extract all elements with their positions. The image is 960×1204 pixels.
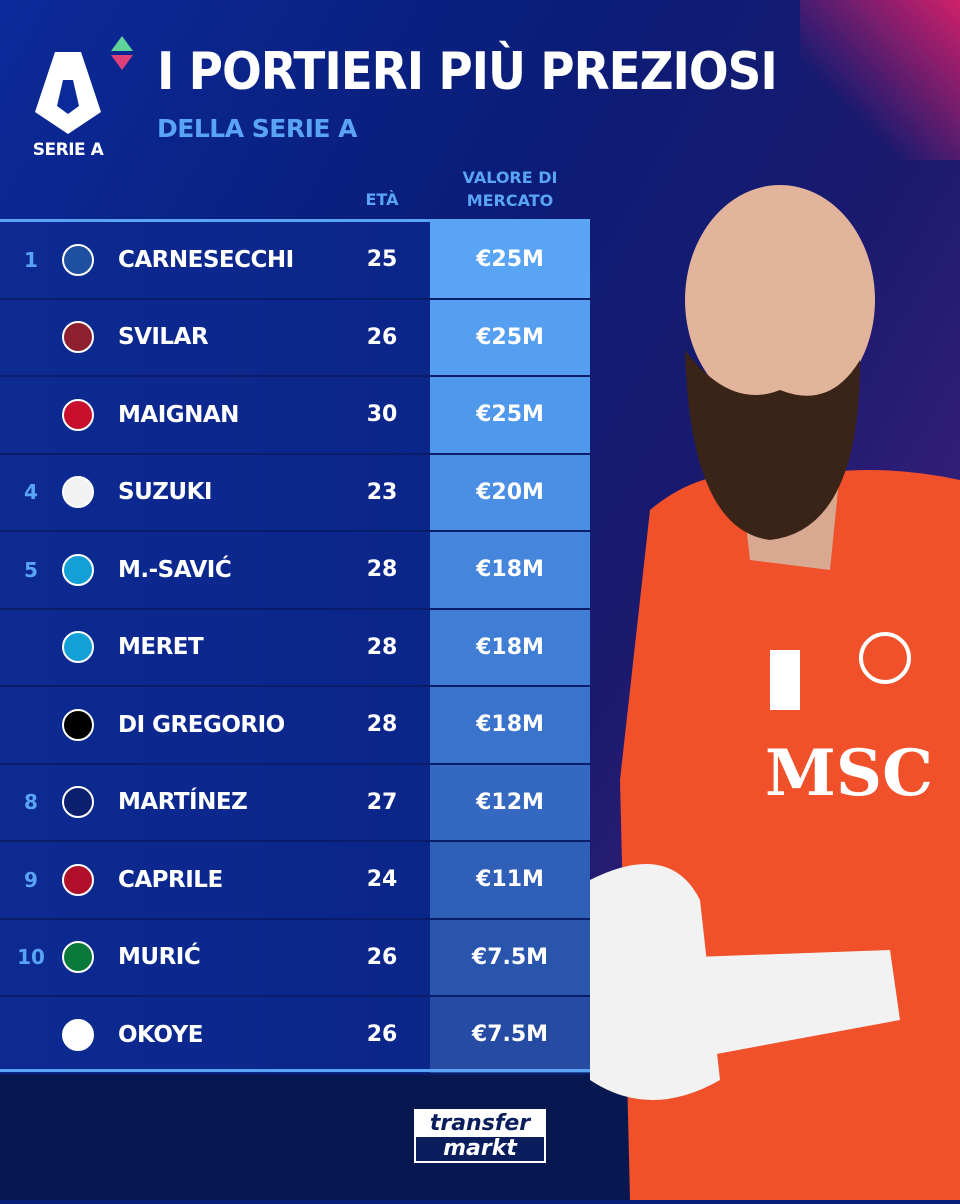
market-value: €20M [430, 454, 590, 530]
player-name: CAPRILE [118, 866, 223, 893]
market-value: €7.5M [430, 997, 590, 1073]
player-age: 28 [366, 557, 398, 583]
player-name: MARTÍNEZ [118, 789, 248, 816]
table-top-divider [0, 219, 590, 222]
club-crest-icon [62, 398, 94, 431]
table-bottom-divider [0, 1069, 590, 1072]
column-header-value: VALORE DI MERCATO [430, 166, 590, 212]
transfermarkt-logo: transfer markt [414, 1109, 546, 1163]
club-crest-icon [62, 941, 94, 974]
table-row: MAIGNAN 30 €25M [0, 377, 590, 455]
transfermarkt-logo-line2: markt [443, 1136, 517, 1161]
table-row: 5 M.-SAVIĆ 28 €18M [0, 532, 590, 610]
player-age: 26 [366, 944, 398, 970]
market-value: €18M [430, 687, 590, 763]
table-row: DI GREGORIO 28 €18M [0, 687, 590, 765]
rank: 8 [24, 790, 38, 815]
background-accent-pink [800, 0, 960, 160]
club-crest-icon [62, 243, 94, 276]
column-header-age: ETÀ [365, 190, 399, 209]
player-photo: MSC [590, 180, 960, 1200]
ranking-table: 1 CARNESECCHI 25 €25M SVILAR 26 €25M MAI… [0, 222, 590, 1075]
rank: 10 [17, 945, 45, 970]
player-name: SVILAR [118, 324, 209, 351]
svg-text:MSC: MSC [765, 736, 933, 811]
player-name: CARNESECCHI [118, 246, 294, 273]
player-name: SUZUKI [118, 479, 212, 506]
table-row: 10 MURIĆ 26 €7.5M [0, 919, 590, 997]
player-age: 25 [366, 247, 398, 273]
serie-a-logo: SERIE A [28, 50, 108, 160]
rank: 9 [24, 867, 38, 892]
player-age: 30 [366, 402, 398, 428]
table-row: 8 MARTÍNEZ 27 €12M [0, 764, 590, 842]
club-crest-icon [62, 476, 94, 509]
player-age: 27 [366, 789, 398, 815]
player-name: MAIGNAN [118, 401, 239, 428]
club-crest-icon [62, 321, 94, 354]
club-crest-icon [62, 863, 94, 896]
player-name: MURIĆ [118, 944, 201, 971]
page-title: I PORTIERI PIÙ PREZIOSI [157, 42, 778, 102]
player-age: 23 [366, 479, 398, 505]
transfermarkt-logo-line1: transfer [416, 1111, 544, 1137]
rank: 5 [24, 557, 38, 582]
market-value: €18M [430, 609, 590, 685]
table-row: SVILAR 26 €25M [0, 299, 590, 377]
table-row: 4 SUZUKI 23 €20M [0, 454, 590, 532]
serie-a-logo-text: SERIE A [32, 140, 104, 160]
market-value: €25M [430, 299, 590, 375]
club-crest-icon [62, 1018, 94, 1051]
player-name: DI GREGORIO [118, 711, 285, 738]
table-row: MERET 28 €18M [0, 609, 590, 687]
rank: 4 [24, 480, 38, 505]
page-subtitle: DELLA SERIE A [157, 114, 358, 143]
table-row: OKOYE 26 €7.5M [0, 997, 590, 1075]
market-value: €11M [430, 842, 590, 918]
market-value: €25M [430, 377, 590, 453]
player-name: MERET [118, 634, 204, 661]
market-value: €7.5M [430, 919, 590, 995]
club-crest-icon [62, 708, 94, 741]
serie-a-logo-icon [35, 52, 101, 134]
market-value: €12M [430, 764, 590, 840]
player-age: 28 [366, 712, 398, 738]
player-age: 28 [366, 634, 398, 660]
column-header-value-line1: VALORE DI [462, 168, 558, 187]
column-header-value-line2: MERCATO [466, 191, 554, 210]
table-row: 9 CAPRILE 24 €11M [0, 842, 590, 920]
player-age: 26 [366, 324, 398, 350]
table-row: 1 CARNESECCHI 25 €25M [0, 222, 590, 300]
market-value: €18M [430, 532, 590, 608]
market-value: €25M [430, 222, 590, 298]
player-name: M.-SAVIĆ [118, 556, 232, 583]
club-crest-icon [62, 786, 94, 819]
club-crest-icon [62, 553, 94, 586]
rank: 1 [24, 247, 38, 272]
up-down-arrows-icon [111, 36, 133, 70]
club-crest-icon [62, 631, 94, 664]
sponsor-area [760, 750, 910, 810]
player-name: OKOYE [118, 1021, 203, 1048]
player-age: 24 [366, 867, 398, 893]
player-age: 26 [366, 1022, 398, 1048]
